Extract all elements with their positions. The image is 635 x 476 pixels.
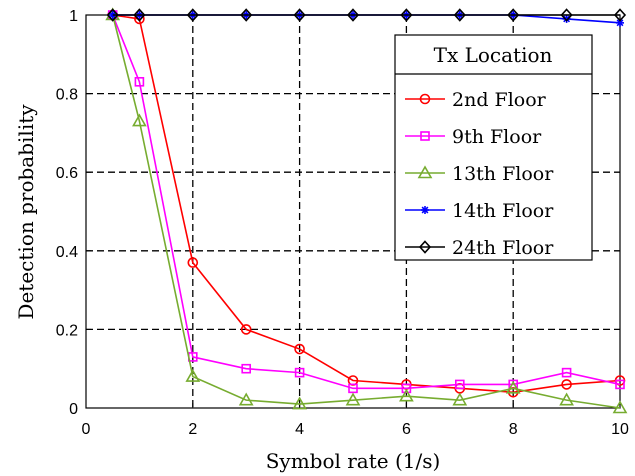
legend-marker [418, 240, 432, 254]
data-point [348, 383, 358, 394]
data-point [187, 257, 199, 268]
data-point [559, 392, 574, 406]
data-point [400, 8, 413, 22]
y-tick-label: 1 [69, 8, 78, 25]
data-point [240, 8, 253, 22]
data-point [241, 363, 251, 374]
data-point [294, 343, 305, 355]
data-point [294, 367, 305, 378]
data-point [186, 8, 199, 22]
legend-label: 14th Floor [452, 200, 554, 222]
data-point [401, 383, 412, 394]
legend-marker [417, 165, 433, 179]
legend-label: 2nd Floor [452, 89, 547, 111]
series-24th-floor [106, 8, 627, 22]
legend-label: 13th Floor [452, 163, 554, 185]
legend-marker [420, 131, 430, 141]
data-point [612, 400, 628, 414]
axis-ticks: 0 2 4 6 8 10 0 0.2 0.4 0.6 0.8 1 [56, 8, 629, 438]
legend-title: Tx Location [434, 43, 553, 67]
series-14th-floor [108, 11, 624, 27]
data-point [507, 8, 520, 22]
data-point [238, 392, 254, 406]
data-point [293, 8, 306, 22]
data-point [505, 380, 521, 394]
x-tick-label: 4 [295, 421, 304, 438]
data-point [185, 368, 201, 382]
data-point [292, 396, 307, 410]
data-point [560, 8, 573, 22]
data-point [452, 392, 468, 406]
data-point [453, 8, 466, 22]
x-tick-label: 2 [188, 421, 197, 438]
series-line [111, 14, 621, 390]
legend-item: 24th Floor [405, 237, 554, 259]
x-axis-label: Symbol rate (1/s) [266, 449, 441, 473]
y-tick-label: 0.8 [56, 87, 78, 104]
legend-marker [421, 206, 429, 214]
series-group [105, 7, 628, 414]
legend-label: 24th Floor [452, 237, 554, 259]
data-point [562, 14, 571, 23]
data-point [613, 8, 627, 22]
x-tick-label: 6 [402, 421, 411, 438]
data-point [399, 388, 414, 402]
y-axis-label: Detection probability [14, 104, 38, 320]
data-point [615, 379, 625, 390]
legend-marker [419, 93, 431, 105]
y-tick-label: 0.6 [56, 165, 78, 182]
legend-box [394, 34, 593, 261]
legend-label: 9th Floor [452, 126, 542, 148]
y-tick-label: 0.4 [56, 244, 78, 261]
series-line [111, 14, 621, 409]
y-tick-label: 0 [69, 401, 78, 418]
data-point [133, 8, 146, 22]
data-point [132, 113, 147, 127]
data-point [240, 324, 252, 335]
data-point [561, 367, 572, 378]
legend-item: 9th Floor [405, 126, 542, 148]
x-tick-label: 8 [509, 421, 518, 438]
legend-item: 2nd Floor [405, 89, 547, 111]
x-tick-label: 0 [82, 421, 91, 438]
data-point [106, 8, 119, 22]
legend-item: 13th Floor [405, 163, 554, 185]
data-point [561, 379, 572, 390]
data-point [454, 379, 465, 390]
legend: Tx Location 2nd Floor 9th Floor 13th Floor… [394, 34, 593, 261]
y-tick-label: 0.2 [56, 322, 78, 339]
data-point [134, 77, 145, 87]
legend-items: 2nd Floor 9th Floor 13th Floor 14th Floor 24… [405, 89, 554, 259]
series-line [112, 14, 621, 394]
data-point [345, 392, 361, 406]
legend-item: 14th Floor [405, 200, 554, 222]
x-tick-label: 10 [611, 421, 629, 438]
data-point [346, 8, 360, 22]
